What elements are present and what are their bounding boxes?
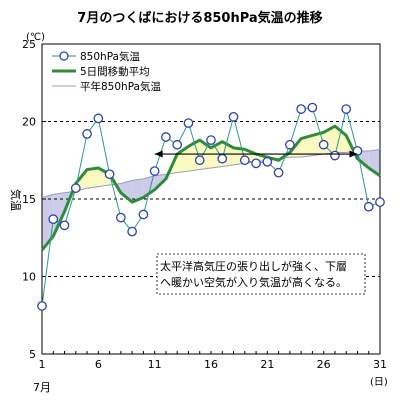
x-tick-label: 11 <box>148 358 162 371</box>
data-point <box>262 156 273 167</box>
data-point <box>375 197 385 207</box>
data-point <box>251 158 261 169</box>
fill-above-normal <box>312 132 324 156</box>
x-tick-label: 26 <box>317 358 331 371</box>
legend-label-normal: 平年850hPa気温 <box>80 80 161 93</box>
data-point <box>116 212 126 223</box>
series-layer <box>37 102 385 311</box>
data-point <box>363 201 374 212</box>
data-point <box>172 139 183 150</box>
data-point <box>138 209 149 220</box>
x-tick-label: 1 <box>39 358 46 371</box>
data-point <box>228 112 239 122</box>
legend-label-moving-average: 5日間移動平均 <box>80 65 150 78</box>
data-point <box>239 155 250 166</box>
annotation-arrow-head-left <box>154 150 163 158</box>
data-point <box>307 102 318 113</box>
data-point <box>183 118 194 128</box>
data-point <box>82 129 92 139</box>
data-point <box>194 155 205 166</box>
chart-title: 7月のつくばにおける850hPa気温の推移 <box>77 10 322 26</box>
legend-label-observed: 850hPa気温 <box>80 50 140 63</box>
data-point <box>330 150 340 161</box>
data-point <box>206 135 216 145</box>
month-label: 7月 <box>33 381 51 394</box>
y-tick-label: 15 <box>22 193 36 206</box>
fill-below-normal <box>120 180 133 203</box>
x-tick-label: 21 <box>260 358 274 371</box>
data-point <box>48 214 59 224</box>
data-point <box>161 132 171 142</box>
data-point <box>104 169 115 180</box>
fill-below-normal <box>53 192 65 237</box>
data-point <box>37 301 47 311</box>
fill-above-normal <box>87 168 99 189</box>
data-point <box>341 104 352 114</box>
data-point <box>127 226 137 237</box>
annotation-box <box>156 253 366 295</box>
annotation-arrow-head-right <box>349 150 358 158</box>
legend-marker-observed <box>59 51 69 61</box>
data-point <box>59 220 70 231</box>
data-point <box>318 139 329 150</box>
x-tick-label: 16 <box>204 358 218 371</box>
fill-below-normal <box>42 194 54 251</box>
y-unit-label: (℃) <box>26 32 45 43</box>
data-point <box>93 113 104 124</box>
x-unit-label: (日) <box>370 377 388 388</box>
data-point <box>273 167 284 178</box>
data-point <box>352 146 363 156</box>
y-tick-label: 5 <box>29 348 36 361</box>
fill-below-normal <box>132 178 144 203</box>
data-point <box>149 166 160 176</box>
y-tick-label: 10 <box>22 271 36 284</box>
y-tick-label: 25 <box>22 38 36 51</box>
annotation-text-line2: へ暖かい空気が入り気温が高くなる。 <box>160 275 347 289</box>
fill-above-normal <box>98 168 110 187</box>
series-moving-average-line <box>40 124 381 252</box>
data-point <box>217 153 228 164</box>
y-tick-label: 20 <box>22 116 36 129</box>
data-point <box>296 104 306 114</box>
x-tick-label: 6 <box>95 358 102 371</box>
annotation-text-line1: 太平洋高気圧の張り出しが強く、下層 <box>160 259 347 273</box>
x-tick-label: 31 <box>373 358 387 371</box>
y-axis-label: 気温 <box>9 189 23 211</box>
fill-above-normal <box>301 135 313 158</box>
data-point <box>285 139 295 150</box>
data-point <box>70 183 81 193</box>
